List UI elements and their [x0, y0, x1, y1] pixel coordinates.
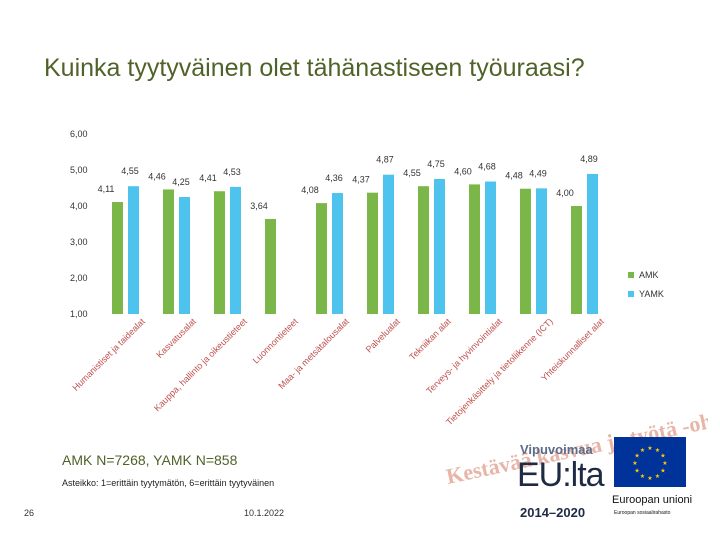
page-number: 26: [24, 508, 35, 518]
bar-amk: [265, 218, 276, 314]
legend-swatch-yamk: [628, 291, 634, 297]
category-label: Luonnontieteet: [251, 316, 301, 366]
data-label-yamk: 4,89: [580, 154, 598, 164]
bar-yamk: [230, 186, 241, 314]
eu-flag-icon: ★ ★ ★ ★ ★ ★ ★ ★ ★ ★ ★ ★: [614, 437, 686, 487]
data-label-amk: 4,46: [148, 171, 166, 181]
data-label-yamk: 4,75: [427, 159, 445, 169]
eu-star-icon: ★: [655, 447, 660, 454]
data-label-amk: 4,00: [556, 188, 574, 198]
eu-star-icon: ★: [634, 453, 639, 460]
data-label-yamk: 4,53: [223, 167, 241, 177]
legend-swatch-amk: [628, 272, 634, 278]
y-tick-label: 5,00: [70, 165, 88, 175]
y-tick-label: 4,00: [70, 201, 88, 211]
eu-star-icon: ★: [640, 447, 645, 454]
data-label-yamk: 4,49: [529, 168, 547, 178]
data-label-yamk: 4,55: [121, 166, 139, 176]
y-tick-label: 3,00: [70, 237, 88, 247]
data-label-amk: 3,64: [250, 201, 268, 211]
bar-amk: [520, 188, 531, 314]
data-label-amk: 4,37: [352, 175, 370, 185]
eu-star-icon: ★: [632, 460, 637, 467]
slide-title: Kuinka tyytyväinen olet tähänastiseen ty…: [44, 54, 585, 82]
eu-name: Euroopan unioni: [612, 494, 693, 506]
bar-amk: [112, 202, 123, 314]
eu-star-icon: ★: [655, 473, 660, 480]
data-label-yamk: 4,36: [325, 173, 343, 183]
eu-subtitle: Euroopan sosiaalirahasto: [614, 510, 671, 516]
bar-amk: [469, 184, 480, 314]
eu-star-icon: ★: [662, 460, 667, 467]
eu-star-icon: ★: [647, 475, 652, 482]
bar-amk: [418, 186, 429, 314]
category-label: Tekniikan alat: [407, 316, 453, 362]
vipuvoimaa-label: Vipuvoimaa: [520, 442, 593, 457]
data-label-yamk: 4,87: [376, 155, 394, 165]
category-label: Tietojenkäsittely ja tietoliikenne (ICT): [444, 316, 555, 427]
data-label-amk: 4,08: [301, 185, 319, 195]
bar-yamk: [332, 193, 343, 314]
eu-star-icon: ★: [640, 473, 645, 480]
eu-star-icon: ★: [660, 453, 665, 460]
eu-star-icon: ★: [660, 468, 665, 475]
bar-amk: [316, 203, 327, 314]
data-label-amk: 4,55: [403, 168, 421, 178]
data-label-amk: 4,48: [505, 171, 523, 181]
bar-amk: [367, 192, 378, 314]
eu-star-icon: ★: [634, 468, 639, 475]
eu-years: 2014–2020: [520, 505, 586, 520]
scale-note: Asteikko: 1=erittäin tyytymätön, 6=eritt…: [62, 478, 275, 488]
data-label-amk: 4,11: [98, 184, 115, 194]
category-label: Palvelualat: [364, 316, 403, 355]
bar-amk: [571, 206, 582, 314]
eu-logo-text: EU:lta: [517, 456, 605, 494]
bar-yamk: [383, 174, 394, 314]
bar-yamk: [128, 186, 139, 314]
bar-yamk: [485, 181, 496, 314]
y-tick-label: 2,00: [70, 273, 88, 283]
data-label-amk: 4,41: [199, 173, 217, 183]
category-label: Humanistiset ja taidealat: [71, 316, 148, 393]
bar-yamk: [434, 179, 445, 314]
bar-amk: [163, 189, 174, 314]
bar-yamk: [179, 197, 190, 314]
data-label-yamk: 4,68: [478, 162, 496, 172]
category-label: Kasvatusalat: [154, 316, 198, 360]
footer-date: 10.1.2022: [244, 508, 285, 518]
data-label-yamk: 4,25: [172, 177, 190, 187]
bar-amk: [214, 191, 225, 314]
data-label-amk: 4,60: [454, 166, 472, 176]
sample-size-note: AMK N=7268, YAMK N=858: [62, 452, 238, 468]
legend-label-yamk: YAMK: [639, 289, 664, 299]
y-tick-label: 1,00: [70, 309, 88, 319]
bar-yamk: [536, 188, 547, 314]
eu-star-icon: ★: [647, 445, 652, 452]
y-tick-label: 6,00: [70, 129, 88, 139]
category-label: Kauppa, hallinto ja oikeustieteet: [152, 316, 249, 413]
bar-yamk: [587, 173, 598, 314]
legend-label-amk: AMK: [639, 270, 659, 280]
